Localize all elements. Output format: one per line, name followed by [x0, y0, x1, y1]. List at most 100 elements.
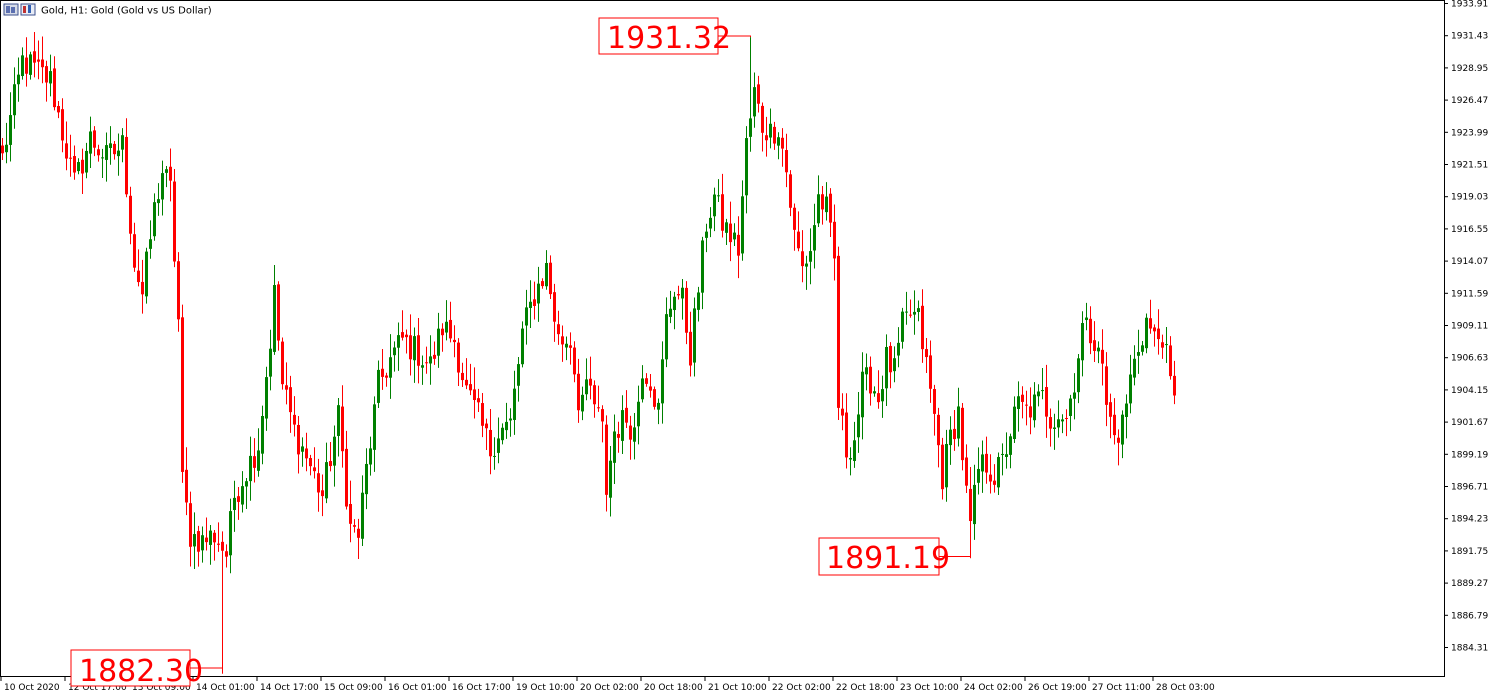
- candle: [973, 464, 976, 540]
- candle: [473, 367, 476, 419]
- candle: [1017, 381, 1020, 432]
- candle: [517, 356, 520, 402]
- candle: [449, 301, 452, 343]
- time-tick-label: 20 Oct 02:00: [580, 683, 639, 692]
- candle: [429, 335, 432, 385]
- candle: [1137, 329, 1140, 374]
- candle: [5, 122, 8, 164]
- candle: [617, 421, 620, 453]
- candle: [325, 442, 328, 504]
- candle: [645, 373, 648, 387]
- candle: [869, 356, 872, 406]
- candle: [621, 395, 624, 455]
- candle-series: [1, 31, 1176, 674]
- candle: [349, 480, 352, 543]
- candle: [49, 54, 52, 97]
- price-annotation-label: 1931.32: [607, 21, 731, 56]
- candle: [873, 386, 876, 397]
- price-annotation: 1891.19: [818, 537, 971, 576]
- candle: [833, 204, 836, 281]
- candle: [477, 388, 480, 413]
- time-tick-label: 19 Oct 10:00: [516, 683, 575, 692]
- candle: [1153, 324, 1156, 347]
- time-tick-label: 14 Oct 01:00: [196, 683, 255, 692]
- time-tick-label: 15 Oct 09:00: [324, 683, 383, 692]
- price-tick-label: 1923.99: [1451, 128, 1488, 138]
- price-tick-label: 1909.11: [1451, 322, 1488, 332]
- candle: [1, 138, 4, 160]
- candle: [333, 425, 336, 487]
- price-annotation-label: 1882.30: [79, 654, 203, 689]
- time-tick-label: 22 Oct 02:00: [772, 683, 831, 692]
- candle: [1141, 340, 1144, 356]
- candle: [961, 402, 964, 471]
- candle: [909, 299, 912, 318]
- candle: [997, 452, 1000, 495]
- candle: [1053, 413, 1056, 450]
- candle: [341, 385, 344, 468]
- candle: [693, 297, 696, 377]
- time-tick-label: 27 Oct 11:00: [1092, 683, 1151, 692]
- candle: [1109, 393, 1112, 439]
- time-tick-label: 24 Oct 02:00: [964, 683, 1023, 692]
- candle: [241, 471, 244, 513]
- candle: [821, 185, 824, 225]
- candle: [513, 370, 516, 435]
- candle: [825, 182, 828, 221]
- candle: [89, 116, 92, 169]
- time-tick-label: 20 Oct 18:00: [644, 683, 703, 692]
- candle: [757, 75, 760, 113]
- candle: [557, 310, 560, 345]
- price-annotation: 1931.32: [598, 17, 751, 56]
- candle: [841, 393, 844, 431]
- time-tick-label: 28 Oct 03:00: [1156, 683, 1215, 692]
- price-tick-label: 1884.31: [1451, 644, 1488, 654]
- price-tick-label: 1906.63: [1451, 354, 1488, 364]
- candle: [1077, 353, 1080, 404]
- price-axis: 1933.91 1931.43 1928.95 1926.47 1923.99 1921.…: [1444, 0, 1488, 654]
- candle: [697, 286, 700, 322]
- candle: [397, 322, 400, 371]
- candle: [389, 334, 392, 399]
- candle: [425, 346, 428, 374]
- candle: [649, 374, 652, 398]
- candle: [805, 255, 808, 290]
- candle: [213, 530, 216, 561]
- price-tick-label: 1931.43: [1451, 32, 1488, 42]
- candle: [217, 522, 220, 552]
- candle: [741, 180, 744, 261]
- chart-window-icon[interactable]: [3, 3, 19, 16]
- time-tick-label: 22 Oct 18:00: [836, 683, 895, 692]
- candle: [1025, 390, 1028, 426]
- candle: [589, 356, 592, 400]
- instrument-icon: [20, 3, 36, 16]
- candle: [885, 334, 888, 406]
- candle: [41, 36, 44, 84]
- candle: [393, 341, 396, 372]
- candle: [953, 409, 956, 451]
- candle: [829, 188, 832, 237]
- candle: [193, 512, 196, 570]
- candle: [1089, 306, 1092, 355]
- candle: [125, 118, 128, 198]
- price-tick-label: 1889.27: [1451, 579, 1488, 589]
- time-tick-label: 16 Oct 01:00: [388, 683, 447, 692]
- candle: [161, 160, 164, 216]
- candle: [73, 145, 76, 180]
- candle: [497, 417, 500, 464]
- candle: [729, 201, 732, 262]
- candle: [853, 421, 856, 468]
- candle: [661, 341, 664, 424]
- candle: [153, 193, 156, 241]
- candle: [373, 396, 376, 472]
- candle: [521, 321, 524, 368]
- candle: [189, 491, 192, 567]
- candle: [1169, 336, 1172, 380]
- candle: [893, 346, 896, 383]
- candle: [1093, 321, 1096, 362]
- candle: [65, 121, 68, 171]
- candle: [229, 498, 232, 574]
- candle: [445, 300, 448, 341]
- candle: [357, 518, 360, 560]
